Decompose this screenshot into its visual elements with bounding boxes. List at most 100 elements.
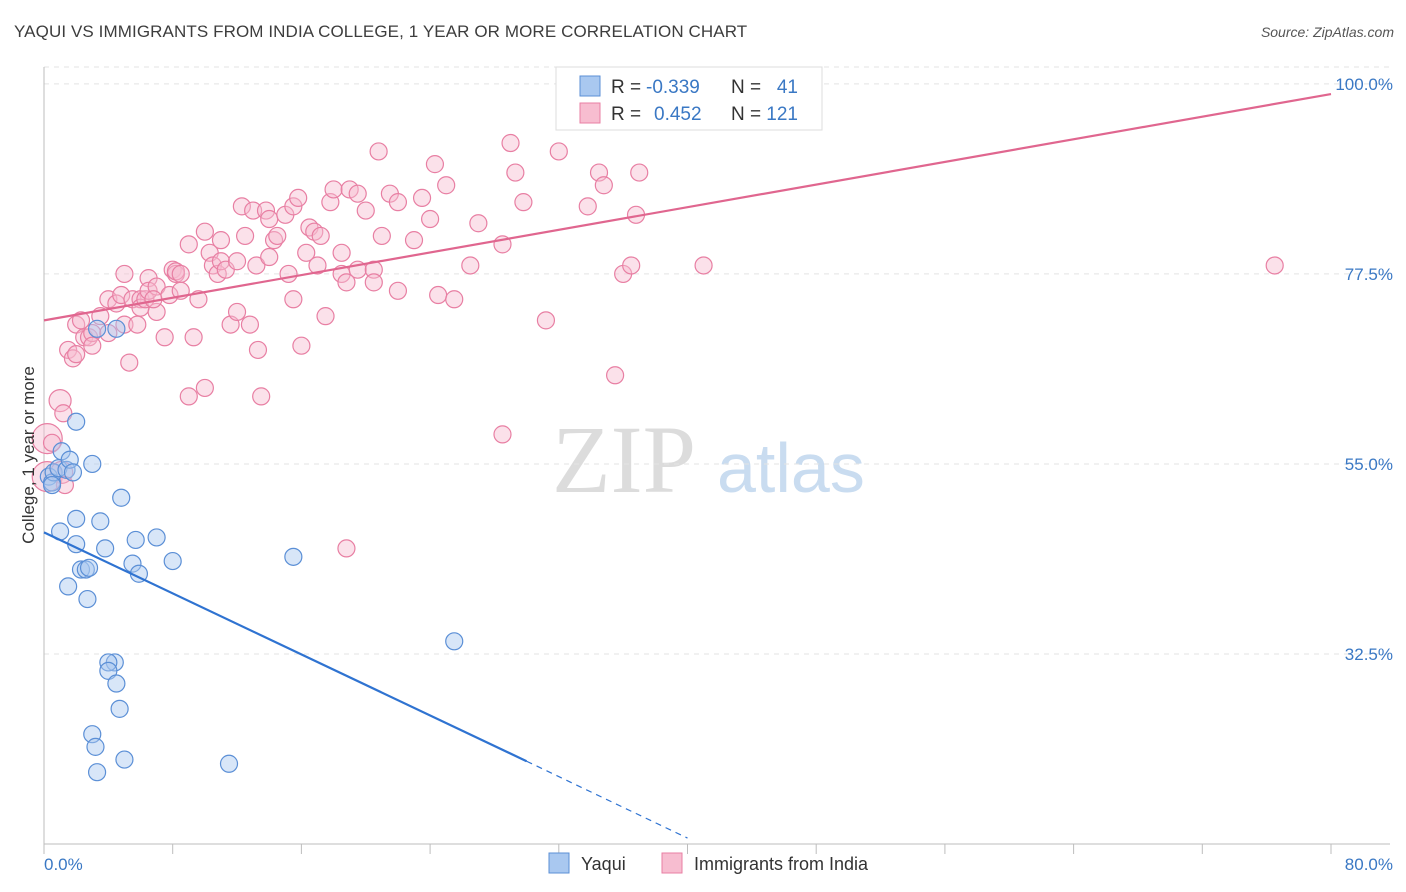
india-point bbox=[364, 260, 383, 279]
yaqui-points bbox=[39, 319, 464, 782]
india-point bbox=[445, 290, 464, 309]
yaqui-point bbox=[86, 737, 105, 756]
india-point bbox=[578, 197, 597, 216]
india-point bbox=[240, 315, 260, 334]
correlation-legend: R = -0.339 N = 41 R = 0.452 N = 121 bbox=[555, 66, 823, 131]
india-point bbox=[412, 188, 432, 208]
watermark-atlas: atlas bbox=[717, 429, 865, 507]
india-point bbox=[227, 302, 247, 322]
india-point bbox=[316, 307, 335, 326]
y-axis-title: College, 1 year or more bbox=[19, 366, 38, 544]
india-point bbox=[71, 311, 91, 330]
yaqui-point bbox=[76, 560, 95, 579]
yaqui-point bbox=[115, 750, 134, 769]
legend-r-value-2: 0.452 bbox=[654, 104, 702, 125]
india-point bbox=[421, 209, 440, 229]
yaqui-point bbox=[63, 463, 83, 482]
legend-n-label-2: N = bbox=[731, 104, 761, 125]
india-point bbox=[248, 340, 268, 360]
legend-n-value-1: 41 bbox=[777, 77, 798, 98]
india-point bbox=[372, 226, 391, 246]
x-tick-label-max: 80.0% bbox=[1345, 855, 1393, 874]
yaqui-point bbox=[67, 509, 86, 528]
watermark-zip: ZIP bbox=[552, 406, 696, 513]
india-point bbox=[247, 256, 266, 275]
yaqui-point bbox=[126, 530, 145, 550]
india-point bbox=[260, 209, 279, 229]
bottom-legend-swatch-yaqui bbox=[548, 852, 570, 874]
india-point bbox=[429, 285, 448, 305]
india-point bbox=[284, 290, 303, 309]
india-point bbox=[184, 328, 203, 347]
bottom-legend-yaqui: Yaqui bbox=[581, 854, 626, 874]
india-point bbox=[279, 264, 298, 284]
india-point bbox=[348, 184, 367, 203]
india-point bbox=[120, 353, 139, 372]
india-point bbox=[493, 425, 512, 444]
india-point bbox=[115, 264, 134, 284]
india-point bbox=[501, 133, 520, 153]
x-ticks bbox=[43, 844, 1332, 854]
india-point bbox=[549, 142, 568, 161]
legend-n-value-2: 121 bbox=[766, 104, 798, 125]
y-tick-label: 32.5% bbox=[1345, 645, 1393, 664]
india-point bbox=[171, 264, 190, 284]
india-point bbox=[179, 235, 198, 254]
yaqui-point bbox=[83, 454, 102, 474]
india-point bbox=[514, 193, 533, 212]
india-point bbox=[244, 201, 263, 220]
legend-r-label-1: R = bbox=[611, 77, 641, 98]
legend-swatch-india bbox=[579, 102, 601, 124]
india-point bbox=[227, 252, 247, 271]
india-point bbox=[235, 226, 255, 246]
india-point bbox=[268, 226, 287, 246]
india-point bbox=[506, 163, 525, 182]
yaqui-point bbox=[123, 554, 142, 573]
india-point bbox=[536, 311, 556, 330]
india-point bbox=[461, 256, 480, 275]
india-point bbox=[112, 285, 131, 305]
bottom-legend-swatch-india bbox=[661, 852, 683, 874]
trend-lines bbox=[43, 92, 1332, 839]
yaqui-point bbox=[78, 589, 97, 609]
india-point bbox=[252, 387, 271, 406]
india-point bbox=[356, 201, 375, 220]
india-point bbox=[232, 197, 251, 216]
yaqui-point bbox=[87, 319, 107, 338]
india-point bbox=[337, 273, 356, 292]
axes bbox=[43, 67, 1390, 845]
india-point bbox=[404, 231, 424, 250]
india-point bbox=[437, 176, 456, 195]
yaqui-point bbox=[79, 558, 99, 577]
bottom-legend-india: Immigrants from India bbox=[694, 854, 869, 874]
india-point bbox=[388, 281, 408, 300]
india-point bbox=[388, 193, 408, 212]
india-point bbox=[308, 256, 327, 275]
india-point bbox=[297, 243, 316, 262]
india-point bbox=[606, 366, 625, 385]
yaqui-point bbox=[284, 547, 303, 566]
india-point bbox=[155, 328, 174, 347]
india-point bbox=[83, 336, 102, 355]
india-point bbox=[211, 231, 231, 250]
grid-lines bbox=[44, 66, 1390, 655]
y-tick-label: 55.0% bbox=[1345, 455, 1393, 474]
india-point bbox=[630, 163, 649, 182]
india-point bbox=[179, 387, 198, 406]
yaqui-point bbox=[219, 754, 239, 773]
x-tick-label-min: 0.0% bbox=[44, 855, 83, 874]
india-point bbox=[292, 336, 311, 355]
india-point bbox=[622, 256, 641, 275]
legend-n-label-1: N = bbox=[731, 77, 761, 98]
legend-r-value-1: -0.339 bbox=[646, 77, 700, 98]
y-tick-labels: 32.5% 55.0% 77.5% 100.0% bbox=[1335, 75, 1393, 664]
india-point bbox=[311, 226, 330, 246]
india-point bbox=[166, 262, 186, 281]
yaqui-point bbox=[96, 539, 115, 558]
india-point bbox=[128, 315, 147, 334]
india-point bbox=[425, 155, 445, 174]
yaqui-point bbox=[147, 528, 166, 547]
yaqui-point bbox=[163, 551, 182, 571]
india-point bbox=[289, 188, 308, 208]
yaqui-point bbox=[107, 319, 126, 338]
